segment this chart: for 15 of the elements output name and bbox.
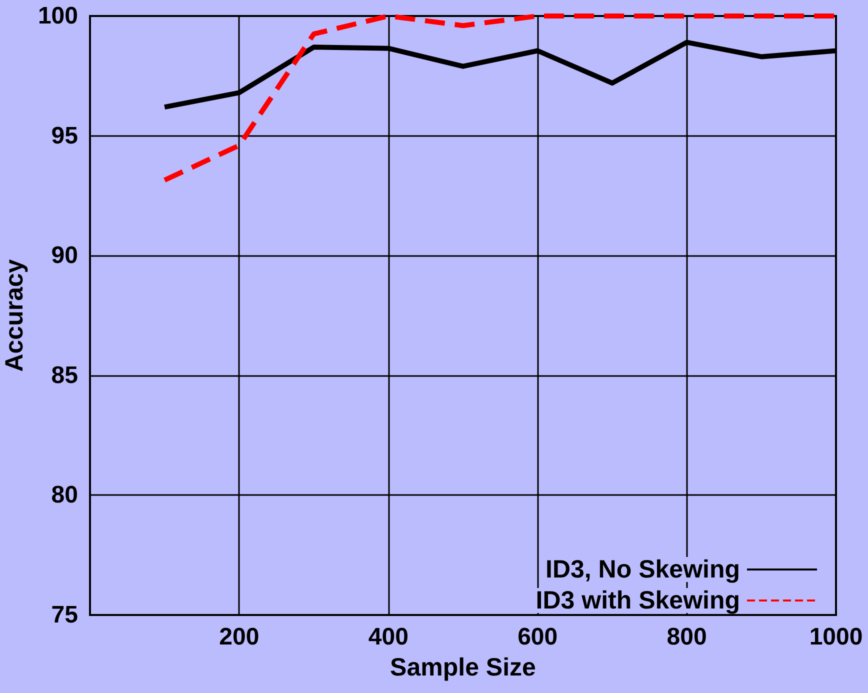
y-tick-label: 75 [51, 602, 78, 628]
y-tick-label: 95 [51, 122, 78, 150]
x-tick-label: 600 [518, 624, 558, 650]
x-tick-label: 200 [219, 624, 260, 650]
x-tick-label: 400 [368, 624, 408, 650]
y-tick-label: 80 [51, 482, 78, 509]
legend-label: ID3, No Skewing [546, 556, 740, 584]
x-tick-label: 1000 [809, 624, 863, 650]
y-axis-title: Accuracy [0, 259, 29, 372]
x-tick-label: 800 [666, 624, 707, 650]
y-tick-label: 100 [38, 2, 78, 30]
x-axis-title: Sample Size [390, 654, 536, 682]
y-tick-label: 85 [51, 362, 78, 389]
legend-label: ID3 with Skewing [536, 586, 740, 614]
y-tick-label: 90 [51, 242, 78, 270]
